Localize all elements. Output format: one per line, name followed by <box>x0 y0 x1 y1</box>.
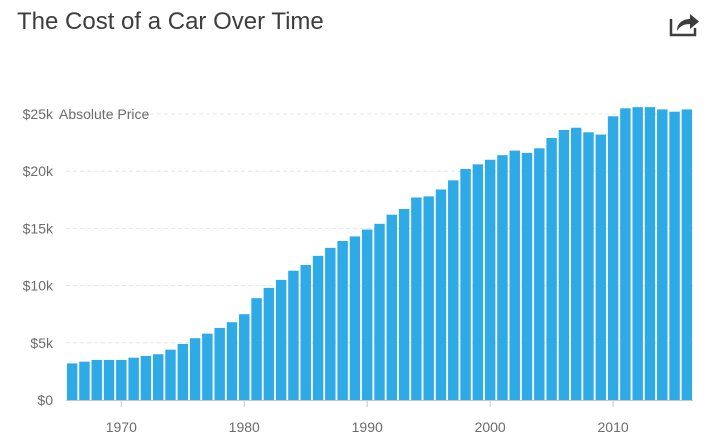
bar-1996[interactable] <box>435 189 447 400</box>
bar-1998[interactable] <box>460 168 471 400</box>
bar-1987[interactable] <box>325 247 336 400</box>
y-tick-label: $15k <box>23 220 54 236</box>
bar-1990[interactable] <box>361 229 373 400</box>
y-tick-label: $0 <box>37 392 53 408</box>
x-axis: 1970 1980 1990 2000 2010 <box>106 400 629 435</box>
bar-1981[interactable] <box>251 298 262 400</box>
bar-2002[interactable] <box>509 150 520 400</box>
bar-1989[interactable] <box>349 236 361 400</box>
bar-1970[interactable] <box>116 359 127 400</box>
share-arrow-icon <box>669 14 699 37</box>
bar-1992[interactable] <box>386 214 398 400</box>
y-tick-label: $25k <box>23 106 54 122</box>
bar-1982[interactable] <box>263 287 275 400</box>
bar-1983[interactable] <box>275 279 287 400</box>
y-axis-label: Absolute Price <box>59 106 149 122</box>
x-tick-label: 1980 <box>229 419 260 435</box>
bar-1988[interactable] <box>337 240 348 400</box>
bar-1977[interactable] <box>202 333 213 400</box>
bar-1993[interactable] <box>398 208 410 400</box>
bar-1995[interactable] <box>423 196 434 400</box>
bar-1972[interactable] <box>140 355 152 400</box>
bar-2014[interactable] <box>657 109 668 400</box>
bar-2013[interactable] <box>644 107 656 401</box>
bar-2015[interactable] <box>669 111 680 400</box>
y-tick-label: $20k <box>23 163 54 179</box>
bar-1974[interactable] <box>165 349 176 400</box>
x-tick-label: 1970 <box>106 419 137 435</box>
bar-1967[interactable] <box>79 361 90 400</box>
y-tick-label: $5k <box>30 335 54 351</box>
bar-1969[interactable] <box>103 359 115 400</box>
bar-2008[interactable] <box>583 132 594 400</box>
chart-title: The Cost of a Car Over Time <box>17 8 324 35</box>
x-tick-label: 2000 <box>475 419 506 435</box>
bar-2010[interactable] <box>607 116 619 401</box>
bar-1985[interactable] <box>300 265 311 400</box>
bar-1979[interactable] <box>226 322 238 400</box>
bar-series <box>66 107 693 401</box>
x-tick-label: 2010 <box>598 419 629 435</box>
bar-1986[interactable] <box>312 255 324 400</box>
bar-2007[interactable] <box>570 127 582 400</box>
bar-1999[interactable] <box>472 164 484 400</box>
grid-lines <box>66 113 693 401</box>
y-axis: $0 $5k $10k $15k $20k $25k <box>23 106 54 408</box>
bar-1973[interactable] <box>152 354 164 400</box>
bar-2000[interactable] <box>484 159 496 400</box>
bar-2009[interactable] <box>595 134 607 401</box>
bar-1997[interactable] <box>448 180 459 400</box>
bar-1975[interactable] <box>177 343 189 400</box>
bar-1968[interactable] <box>91 359 102 400</box>
bar-2011[interactable] <box>620 108 631 400</box>
x-tick-label: 1990 <box>352 419 383 435</box>
bar-1966[interactable] <box>66 363 78 400</box>
share-button[interactable] <box>668 10 700 38</box>
bar-1971[interactable] <box>128 357 139 400</box>
bar-1984[interactable] <box>288 270 299 400</box>
bar-2016[interactable] <box>681 109 693 400</box>
bar-1991[interactable] <box>374 223 385 400</box>
bar-2006[interactable] <box>558 130 570 401</box>
bar-1994[interactable] <box>411 197 422 400</box>
bar-2005[interactable] <box>546 138 557 401</box>
bar-1978[interactable] <box>214 327 225 400</box>
bar-2012[interactable] <box>632 107 643 401</box>
bar-2001[interactable] <box>497 155 508 400</box>
bar-2003[interactable] <box>521 152 533 400</box>
bar-2004[interactable] <box>534 148 545 400</box>
bar-1980[interactable] <box>239 314 250 400</box>
bar-1976[interactable] <box>189 338 201 400</box>
y-tick-label: $10k <box>23 278 54 294</box>
